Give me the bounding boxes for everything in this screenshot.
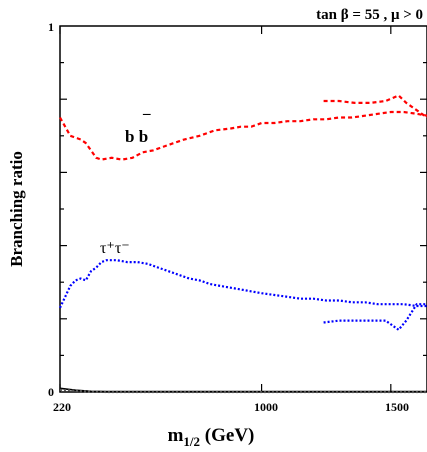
y-axis-title: Branching ratio: [7, 151, 26, 267]
axis-ticks: [59, 26, 427, 392]
x-tick-label-1000: 1000: [254, 400, 278, 414]
series-line-bb_main: [59, 110, 427, 161]
x-tick-label-220: 220: [53, 400, 71, 414]
y-tick-label-1: 1: [48, 20, 54, 34]
x-axis-title-unit: (GeV): [200, 425, 254, 446]
y-tick-label-0: 0: [48, 385, 54, 399]
series-line-near_zero_dotted: [59, 388, 427, 394]
annotation-bb-bar: ¯: [142, 113, 151, 129]
x-axis-title-sub: 1/2: [183, 434, 200, 449]
annotation-tautau: τ⁺τ⁻: [100, 240, 130, 257]
annotation-bb: b b: [125, 127, 148, 146]
chart-title: tan β = 55 , μ > 0: [316, 7, 423, 23]
series-line-tautau_main: [59, 259, 427, 309]
series-line-bb_upper: [323, 94, 427, 119]
x-tick-label-1500: 1500: [385, 400, 409, 414]
plot-frame: [59, 25, 427, 393]
series-group: [59, 94, 427, 394]
x-axis-title: m1/2 (GeV): [168, 425, 255, 449]
x-axis-title-main: m: [168, 425, 184, 446]
series-line-tautau_lower: [323, 303, 427, 332]
